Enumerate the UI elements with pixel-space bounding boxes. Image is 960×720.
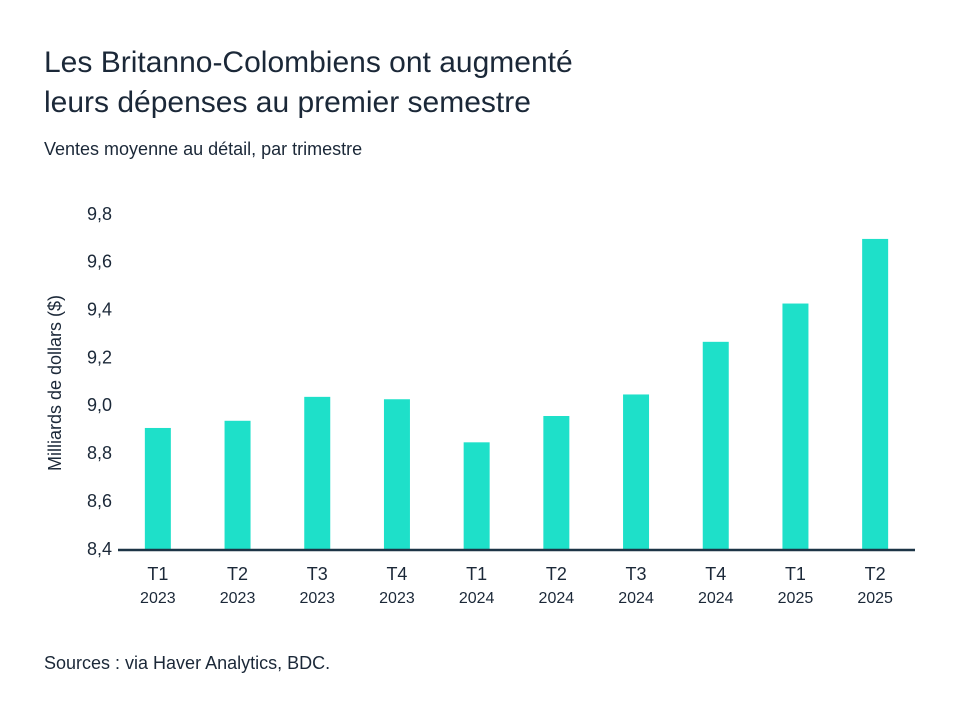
y-tick-label: 9,0 bbox=[87, 395, 112, 415]
bar bbox=[862, 238, 889, 550]
x-tick-label: T2 bbox=[546, 564, 567, 584]
x-tick-label: T2 bbox=[865, 564, 886, 584]
x-tick-label: T1 bbox=[147, 564, 168, 584]
bar bbox=[782, 303, 809, 550]
x-tick-label: 2023 bbox=[140, 590, 176, 607]
y-tick-label: 9,4 bbox=[87, 299, 112, 319]
y-tick-label: 8,4 bbox=[87, 539, 112, 559]
x-tick-label: 2025 bbox=[778, 590, 814, 607]
chart-subtitle: Ventes moyenne au détail, par trimestre bbox=[44, 139, 362, 159]
x-tick-label: T3 bbox=[626, 564, 647, 584]
bar bbox=[543, 416, 570, 550]
x-tick-label: 2023 bbox=[220, 590, 256, 607]
x-tick-label: T4 bbox=[705, 564, 726, 584]
x-tick-label: 2024 bbox=[698, 590, 734, 607]
x-tick-label: 2023 bbox=[379, 590, 415, 607]
bar bbox=[383, 399, 410, 550]
bar bbox=[304, 396, 331, 550]
bar bbox=[463, 442, 490, 550]
x-tick-label: 2023 bbox=[299, 590, 335, 607]
y-axis-label: Milliards de dollars ($) bbox=[45, 295, 65, 471]
chart-title-line: leurs dépenses au premier semestre bbox=[44, 86, 531, 119]
x-tick-label: 2024 bbox=[539, 590, 575, 607]
bar bbox=[144, 427, 171, 550]
bar bbox=[702, 341, 729, 550]
bar bbox=[224, 420, 251, 550]
x-tick-label: 2024 bbox=[618, 590, 654, 607]
x-tick-label: T3 bbox=[307, 564, 328, 584]
x-tick-label: 2024 bbox=[459, 590, 495, 607]
y-tick-label: 9,6 bbox=[87, 252, 112, 272]
y-tick-label: 9,8 bbox=[87, 204, 112, 224]
x-tick-label: T1 bbox=[466, 564, 487, 584]
source-note: Sources : via Haver Analytics, BDC. bbox=[44, 653, 330, 673]
x-tick-label: T2 bbox=[227, 564, 248, 584]
y-tick-label: 8,8 bbox=[87, 443, 112, 463]
bar bbox=[623, 394, 650, 550]
chart-title-line: Les Britanno-Colombiens ont augmenté bbox=[44, 46, 573, 79]
y-tick-label: 8,6 bbox=[87, 491, 112, 511]
x-tick-label: T1 bbox=[785, 564, 806, 584]
x-tick-label: 2025 bbox=[857, 590, 893, 607]
y-tick-label: 9,2 bbox=[87, 347, 112, 367]
x-tick-label: T4 bbox=[386, 564, 407, 584]
